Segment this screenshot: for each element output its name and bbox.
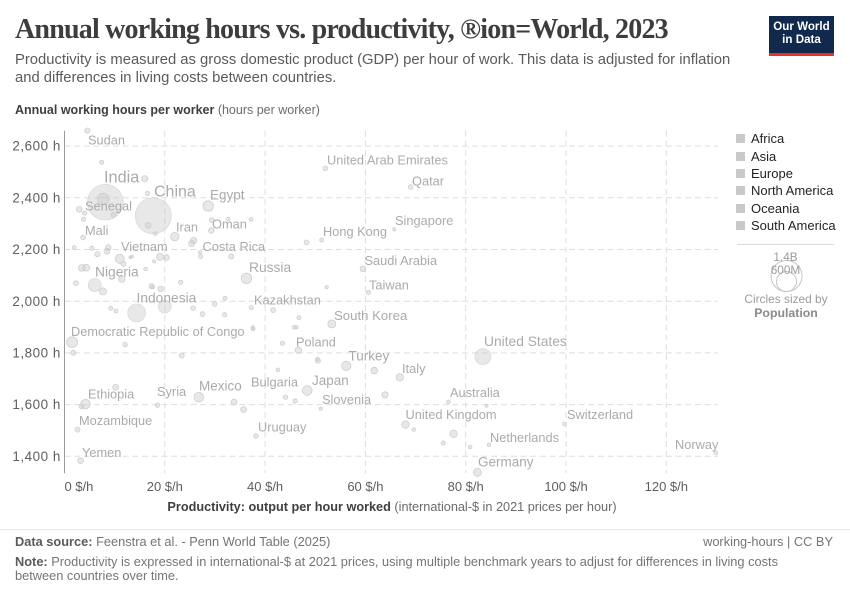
svg-text:Syria: Syria <box>157 384 187 399</box>
svg-text:1,400 h: 1,400 h <box>12 449 61 464</box>
svg-text:40 $/h: 40 $/h <box>247 479 283 494</box>
svg-text:Germany: Germany <box>478 454 534 469</box>
svg-text:Taiwan: Taiwan <box>369 278 409 293</box>
svg-text:United Kingdom: United Kingdom <box>406 407 497 422</box>
svg-text:2,000 h: 2,000 h <box>12 294 61 309</box>
svg-text:Poland: Poland <box>296 335 336 350</box>
svg-text:Ethiopia: Ethiopia <box>88 386 135 401</box>
svg-text:Netherlands: Netherlands <box>490 430 559 445</box>
svg-text:Oman: Oman <box>212 217 247 232</box>
svg-text:Sudan: Sudan <box>88 132 125 147</box>
svg-text:Norway: Norway <box>675 437 719 452</box>
svg-text:United States: United States <box>484 334 567 349</box>
svg-text:Italy: Italy <box>402 361 426 376</box>
svg-text:China: China <box>154 184 196 201</box>
svg-text:2,200 h: 2,200 h <box>12 242 61 257</box>
svg-text:80 $/h: 80 $/h <box>448 479 484 494</box>
svg-text:60 $/h: 60 $/h <box>347 479 383 494</box>
svg-text:100 $/h: 100 $/h <box>544 479 587 494</box>
svg-text:Senegal: Senegal <box>85 199 132 214</box>
svg-text:Kazakhstan: Kazakhstan <box>254 293 321 308</box>
svg-text:Uruguay: Uruguay <box>258 419 307 434</box>
svg-text:United Arab Emirates: United Arab Emirates <box>327 153 448 168</box>
svg-text:20 $/h: 20 $/h <box>147 479 183 494</box>
svg-text:Egypt: Egypt <box>210 188 245 203</box>
svg-text:Japan: Japan <box>312 373 349 388</box>
svg-text:Switzerland: Switzerland <box>567 407 633 422</box>
svg-text:Vietnam: Vietnam <box>121 239 168 254</box>
svg-text:120 $/h: 120 $/h <box>645 479 688 494</box>
svg-text:Productivity: output per hour: Productivity: output per hour worked (in… <box>167 500 616 514</box>
svg-text:Turkey: Turkey <box>349 349 390 364</box>
svg-text:1,800 h: 1,800 h <box>12 346 61 361</box>
svg-text:Mali: Mali <box>85 223 108 238</box>
svg-text:2,600 h: 2,600 h <box>12 139 61 154</box>
svg-text:Mexico: Mexico <box>199 379 242 394</box>
svg-text:Russia: Russia <box>249 260 291 275</box>
svg-text:Australia: Australia <box>450 385 501 400</box>
svg-text:Nigeria: Nigeria <box>95 264 139 279</box>
svg-text:Indonesia: Indonesia <box>137 290 197 305</box>
svg-text:India: India <box>104 169 140 187</box>
svg-text:Mozambique: Mozambique <box>79 413 152 428</box>
svg-text:Hong Kong: Hong Kong <box>323 224 387 239</box>
svg-text:Saudi Arabia: Saudi Arabia <box>365 253 438 268</box>
svg-text:South Korea: South Korea <box>334 308 408 323</box>
svg-text:Iran: Iran <box>176 220 198 235</box>
svg-text:1,600 h: 1,600 h <box>12 397 61 412</box>
svg-text:Slovenia: Slovenia <box>322 392 372 407</box>
svg-text:Qatar: Qatar <box>412 174 445 189</box>
svg-text:2,400 h: 2,400 h <box>12 190 61 205</box>
svg-text:Bulgaria: Bulgaria <box>251 374 299 389</box>
svg-text:Democratic Republic of Congo: Democratic Republic of Congo <box>71 324 245 339</box>
svg-text:Yemen: Yemen <box>82 445 121 460</box>
svg-text:Singapore: Singapore <box>395 213 453 228</box>
svg-text:0 $/h: 0 $/h <box>65 479 94 494</box>
svg-text:Costa Rica: Costa Rica <box>203 239 266 254</box>
